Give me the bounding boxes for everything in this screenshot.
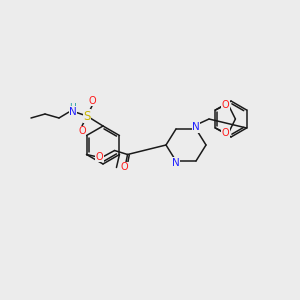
Text: O: O: [96, 152, 104, 161]
Text: O: O: [121, 163, 128, 172]
Text: O: O: [78, 126, 86, 136]
Text: O: O: [222, 128, 229, 138]
Text: N: N: [69, 107, 77, 117]
Text: N: N: [192, 122, 200, 132]
Text: O: O: [88, 96, 96, 106]
Text: N: N: [172, 158, 180, 168]
Text: S: S: [83, 110, 91, 122]
Text: O: O: [222, 100, 229, 110]
Text: H: H: [70, 103, 76, 112]
